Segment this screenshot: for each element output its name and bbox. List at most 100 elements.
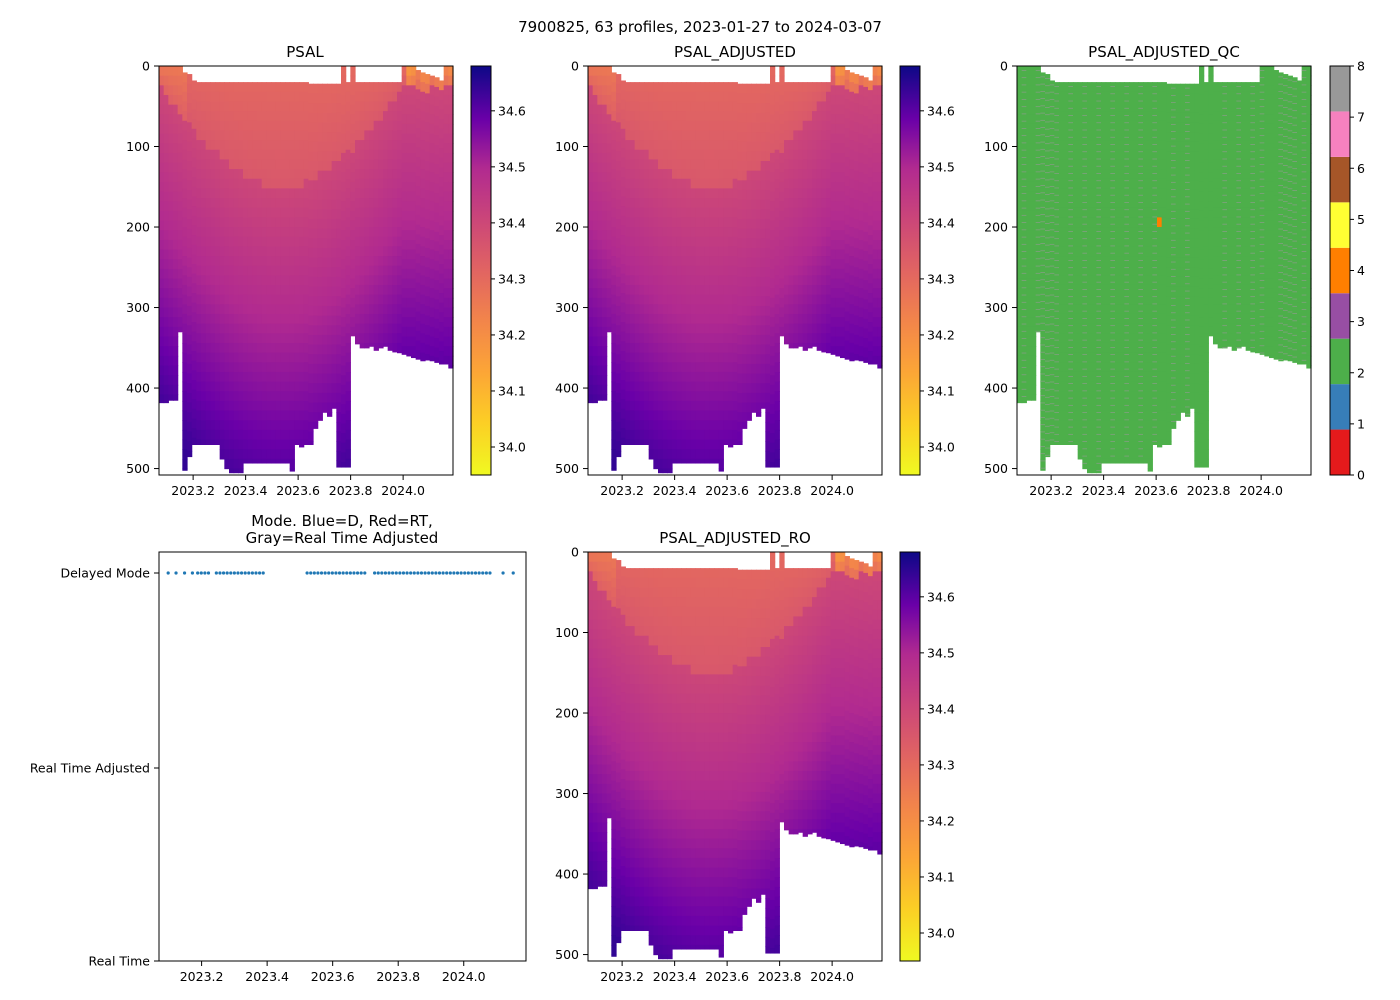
heatmap-cell	[364, 342, 370, 349]
heatmap-cell	[439, 206, 445, 217]
heatmap-cell	[625, 111, 631, 122]
colorbar-gradient	[471, 66, 491, 475]
heatmap-cell	[285, 391, 291, 402]
heatmap-cell	[229, 429, 235, 441]
heatmap-cell	[821, 101, 827, 112]
heatmap-cell	[625, 82, 631, 93]
heatmap-cell	[271, 140, 277, 151]
heatmap-cell	[732, 82, 738, 93]
heatmap-cell	[406, 268, 412, 280]
heatmap-cell	[205, 198, 211, 209]
heatmap-cell	[606, 317, 612, 328]
heatmap-cell	[620, 167, 626, 178]
heatmap-cell	[732, 362, 738, 373]
heatmap-cell	[299, 159, 305, 170]
heatmap-cell	[327, 412, 333, 417]
heatmap-cell	[275, 120, 281, 132]
heatmap-cell	[285, 304, 291, 315]
heatmap-cell	[728, 140, 734, 151]
heatmap-cell	[849, 236, 855, 247]
heatmap-cell	[662, 439, 668, 450]
heatmap-cell	[1035, 317, 1041, 328]
heatmap-cell	[411, 66, 417, 77]
heatmap-cell	[732, 333, 738, 344]
heatmap-cell	[275, 101, 281, 112]
heatmap-cell	[359, 284, 365, 296]
heatmap-cell	[191, 351, 197, 362]
heatmap-cell	[1017, 317, 1023, 328]
heatmap-cell	[872, 259, 878, 270]
heatmap-cell	[415, 79, 421, 90]
heatmap-cell	[672, 304, 678, 315]
heatmap-cell	[443, 181, 449, 193]
heatmap-cell	[756, 151, 762, 162]
heatmap-cell	[760, 161, 766, 172]
heatmap-cell	[168, 384, 174, 396]
heatmap-cell	[821, 265, 827, 276]
heatmap-cell	[247, 333, 253, 344]
heatmap-cell	[718, 371, 724, 383]
heatmap-cell	[159, 384, 165, 396]
heatmap-cell	[415, 70, 421, 81]
heatmap-cell	[662, 256, 668, 267]
qc-streak	[1045, 85, 1051, 87]
heatmap-cell	[411, 278, 417, 289]
heatmap-cell	[667, 381, 673, 392]
heatmap-cell	[336, 228, 342, 239]
heatmap-cell	[271, 120, 277, 132]
heatmap-cell	[238, 371, 244, 383]
heatmap-cell	[429, 336, 435, 347]
heatmap-cell	[159, 94, 165, 106]
heatmap-cell	[826, 82, 832, 93]
heatmap-cell	[243, 420, 249, 431]
heatmap-cell	[215, 227, 221, 238]
heatmap-cell	[261, 140, 267, 151]
heatmap-cell	[439, 138, 445, 149]
heatmap-cell	[854, 122, 860, 133]
heatmap-cell	[261, 429, 267, 441]
heatmap-cell	[602, 375, 608, 386]
heatmap-cell	[840, 162, 846, 173]
heatmap-cell	[182, 333, 188, 344]
heatmap-cell	[243, 275, 249, 286]
heatmap-cell	[359, 227, 365, 238]
heatmap-cell	[378, 284, 384, 296]
qc-streak	[1021, 258, 1027, 260]
heatmap-cell	[690, 323, 696, 334]
heatmap-cell	[266, 400, 272, 412]
heatmap-cell	[854, 74, 860, 85]
heatmap-cell	[779, 201, 785, 212]
heatmap-cell	[191, 322, 197, 333]
heatmap-cell	[616, 267, 622, 278]
qc-streak	[1040, 344, 1046, 346]
heatmap-cell	[625, 410, 631, 421]
heatmap-cell	[415, 234, 421, 245]
heatmap-cell	[676, 140, 682, 151]
heatmap-cell	[690, 82, 696, 93]
heatmap-cell	[625, 429, 631, 441]
heatmap-cell	[830, 346, 836, 355]
heatmap-cell	[350, 288, 356, 299]
heatmap-cell	[303, 323, 309, 334]
heatmap-cell	[877, 75, 883, 86]
heatmap-cell	[872, 230, 878, 241]
heatmap-cell	[592, 384, 598, 396]
heatmap-cell	[770, 75, 776, 86]
colorbar-tick-label: 34.1	[927, 383, 955, 398]
heatmap-cell	[243, 256, 249, 267]
qc-streak	[1035, 222, 1041, 223]
heatmap-cell	[1017, 133, 1023, 144]
heatmap-cell	[662, 400, 668, 412]
heatmap-cell	[611, 91, 617, 103]
heatmap-cell	[644, 391, 650, 402]
heatmap-cell	[1049, 215, 1055, 227]
heatmap-cell	[299, 130, 305, 141]
heatmap-cell	[238, 130, 244, 141]
heatmap-cell	[728, 265, 734, 276]
heatmap-cell	[261, 275, 267, 286]
qc-streak	[1045, 136, 1051, 137]
heatmap-cell	[205, 217, 211, 228]
heatmap-cell	[751, 354, 757, 365]
heatmap-cell	[648, 265, 654, 276]
heatmap-cell	[676, 207, 682, 218]
